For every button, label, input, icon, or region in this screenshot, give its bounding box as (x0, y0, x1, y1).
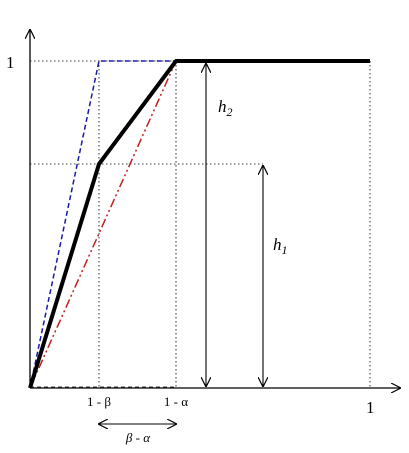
h1-label: h1 (273, 235, 288, 257)
x-tick-alpha-label: 1 - α (164, 394, 188, 409)
y-axis-tick-label: 1 (6, 53, 15, 72)
blue-dashed-curve (29, 60, 176, 389)
h2-label: h2 (218, 97, 233, 119)
width-label: β - α (125, 430, 151, 445)
guide-lines (30, 60, 371, 388)
h2-label-main: h (218, 97, 227, 116)
h1-label-main: h (273, 235, 282, 254)
red-dashdot-curve (29, 60, 177, 389)
solid-piecewise-curve (28, 59, 370, 389)
x-axis-tick-label: 1 (366, 398, 375, 417)
x-tick-beta-label: 1 - β (87, 394, 111, 409)
h2-label-sub: 2 (227, 105, 233, 119)
h1-label-sub: 1 (282, 243, 288, 257)
